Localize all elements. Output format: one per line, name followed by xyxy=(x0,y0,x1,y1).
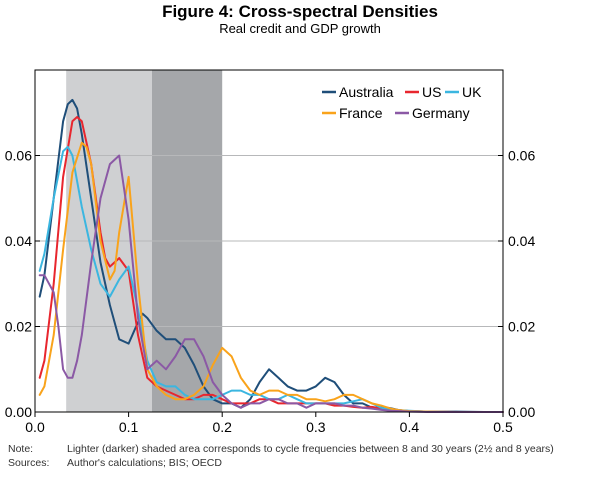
legend-label-us: US xyxy=(422,84,441,100)
legend-label-australia: Australia xyxy=(339,84,394,100)
series-line-uk xyxy=(38,145,504,413)
y-tick-label-left: 0.00 xyxy=(5,404,32,420)
sources-label: Sources: xyxy=(8,457,50,469)
y-axis-left: 0.00 0.02 0.04 0.06 xyxy=(5,148,40,420)
x-tick-label: 0.1 xyxy=(119,419,139,435)
y-tick-label-left: 0.04 xyxy=(5,233,32,249)
y-tick-label-left: 0.06 xyxy=(5,148,32,164)
x-tick-label: 0.4 xyxy=(400,419,420,435)
series-lines xyxy=(38,98,504,413)
chart-subtitle: Real credit and GDP growth xyxy=(219,21,381,36)
legend: Australia US UK France Germany xyxy=(322,84,482,121)
sources-row: Sources: Author's calculations; BIS; OEC… xyxy=(8,456,598,470)
note-label: Note: xyxy=(8,443,34,455)
legend-label-uk: UK xyxy=(462,84,482,100)
y-tick-label-left: 0.02 xyxy=(5,319,32,335)
series-line-germany xyxy=(38,154,504,413)
notes: Note: Lighter (darker) shaded area corre… xyxy=(8,442,598,470)
y-tick-label-right: 0.06 xyxy=(508,148,535,164)
y-tick-label-right: 0.02 xyxy=(508,319,535,335)
x-tick-label: 0.5 xyxy=(493,419,513,435)
gridlines xyxy=(35,155,503,327)
chart: 0.00 0.02 0.04 0.06 0.00 0.02 0.04 0.06 0.0 0.1… xyxy=(5,69,535,435)
x-tick-label: 0.0 xyxy=(25,419,45,435)
note-row: Note: Lighter (darker) shaded area corre… xyxy=(8,442,598,456)
sources-text: Author's calculations; BIS; OECD xyxy=(67,457,222,469)
note-text: Lighter (darker) shaded area corresponds… xyxy=(67,443,554,455)
legend-label-france: France xyxy=(339,105,383,121)
x-axis: 0.0 0.1 0.2 0.3 0.4 0.5 xyxy=(25,412,513,435)
legend-label-germany: Germany xyxy=(412,105,470,121)
y-tick-label-right: 0.00 xyxy=(508,404,535,420)
x-tick-label: 0.2 xyxy=(212,419,232,435)
y-tick-label-right: 0.04 xyxy=(508,233,535,249)
chart-title: Figure 4: Cross-spectral Densities xyxy=(162,2,438,21)
x-tick-label: 0.3 xyxy=(306,419,326,435)
y-axis-right: 0.00 0.02 0.04 0.06 xyxy=(498,148,535,420)
